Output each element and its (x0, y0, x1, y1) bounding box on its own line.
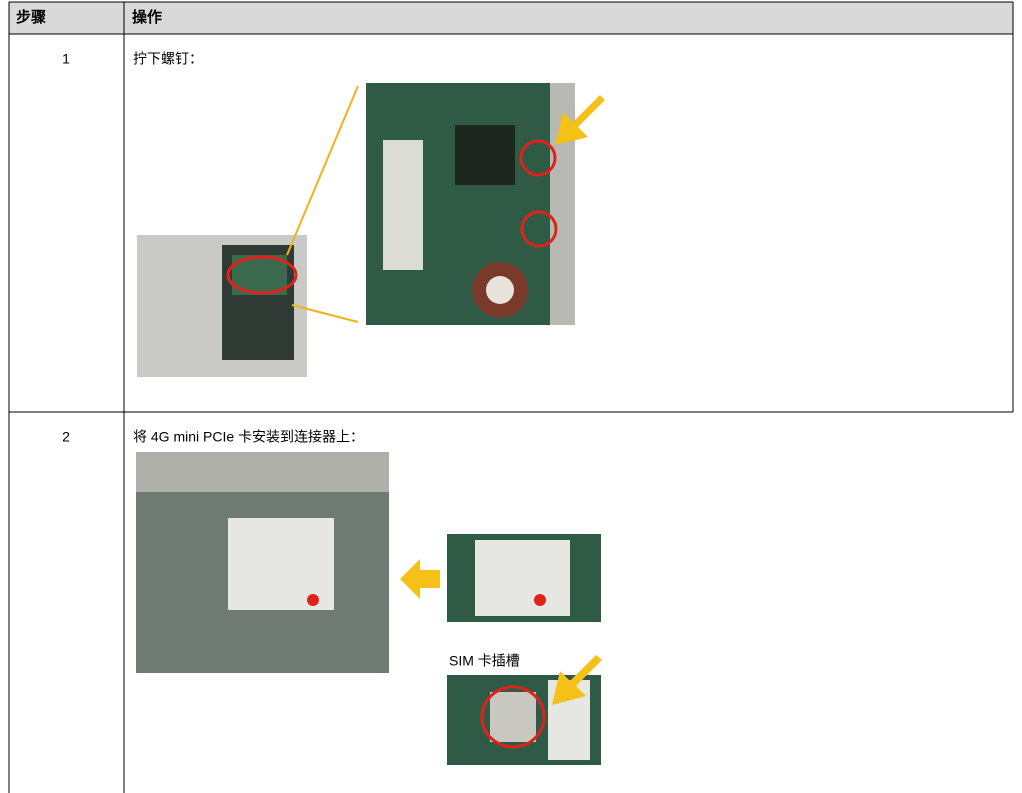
callout-line (291, 304, 359, 323)
arrow (400, 559, 440, 599)
step-number: 2 (62, 429, 70, 445)
header-cell: 操作 (132, 8, 162, 26)
photo-device-overview (137, 235, 307, 377)
arrow (555, 95, 605, 145)
header-background (9, 2, 1013, 34)
step-number: 1 (62, 51, 70, 67)
photo-board-closeup (366, 83, 575, 325)
header-cell: 步骤 (16, 9, 46, 26)
callout-line (286, 85, 359, 256)
sim-slot-label: SIM 卡插槽 (449, 653, 520, 669)
photo-card-front (447, 534, 601, 622)
step-action: 将 4G mini PCIe 卡安装到连接器上： (133, 429, 364, 445)
arrow (552, 655, 602, 705)
step-action: 拧下螺钉： (133, 51, 203, 67)
photo-card-installed (136, 452, 389, 673)
